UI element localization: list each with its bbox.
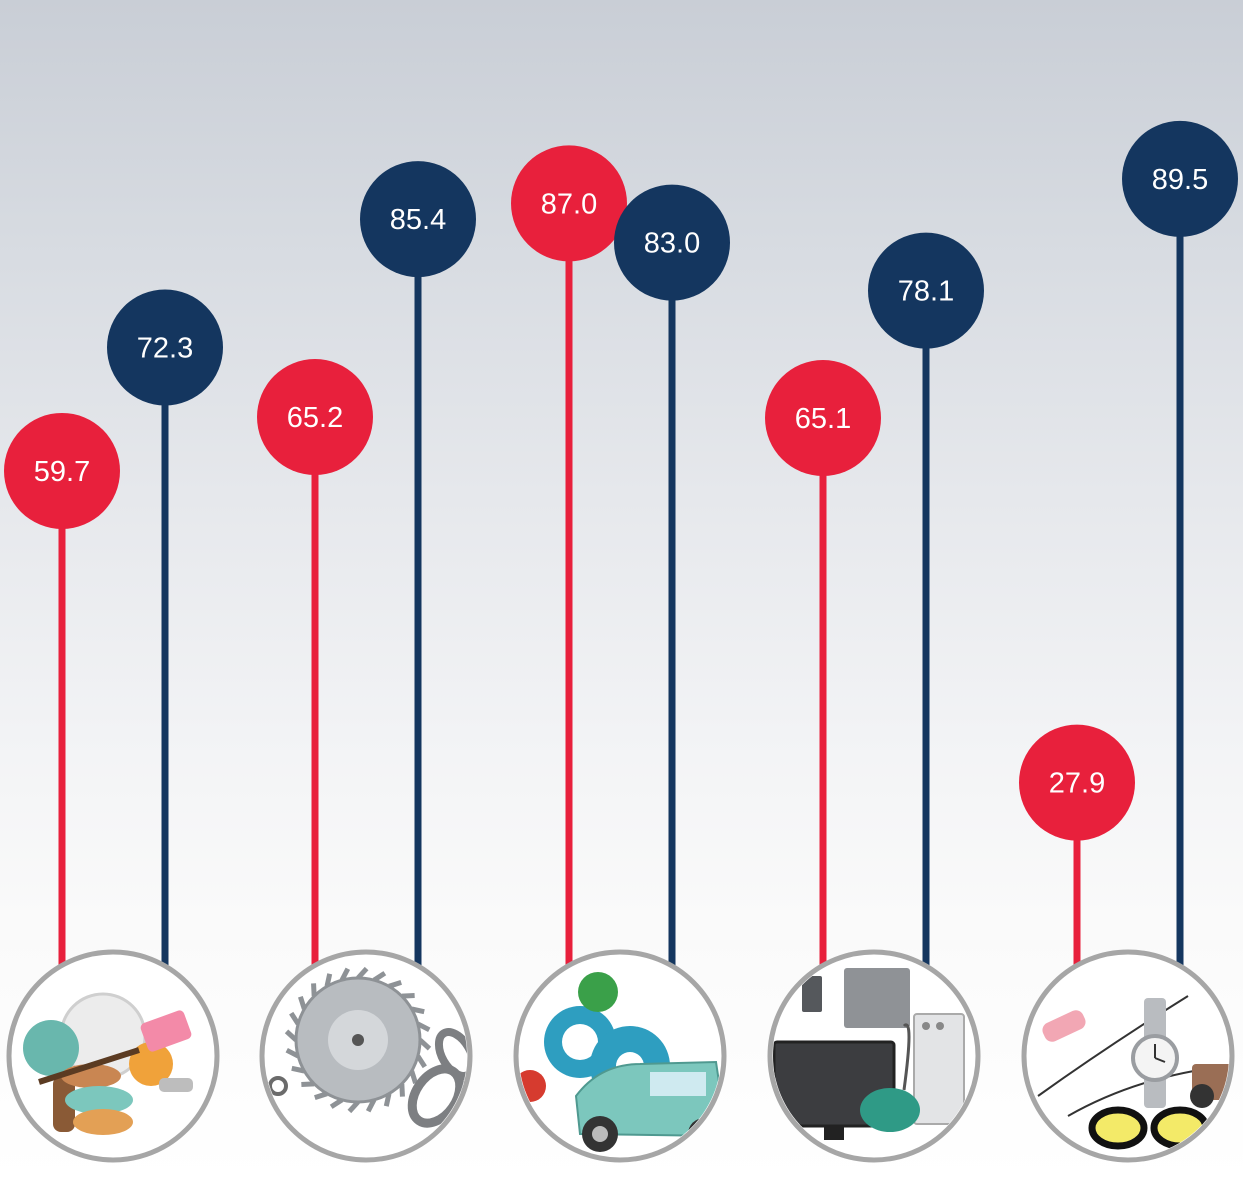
value-bubble-s1-5 [1019,724,1135,841]
accessories-icon [1021,949,1235,1163]
value-bubble-s2-4 [868,232,984,349]
value-label-s1-1: 59.7 [34,456,90,488]
value-bubble-s1-3 [511,145,627,262]
appliances-icon [767,949,981,1163]
value-bubble-s1-2 [257,359,373,476]
gears-car-icon [513,949,727,1163]
value-label-s1-4: 65.1 [795,403,851,435]
value-bubble-s1-4 [765,360,881,477]
value-label-s2-5: 89.5 [1152,164,1208,196]
value-label-s2-4: 78.1 [898,276,954,308]
kitchenware-icon [6,949,220,1163]
value-bubble-s2-1 [107,289,223,406]
saw-blade-icon [259,949,473,1163]
value-label-s1-3: 87.0 [541,188,597,220]
value-label-s2-2: 85.4 [390,204,446,236]
value-label-s2-3: 83.0 [644,228,700,260]
value-bubble-s2-2 [360,161,476,278]
value-bubble-s1-1 [4,412,120,529]
value-label-s1-5: 27.9 [1049,768,1105,800]
value-bubble-s2-5 [1122,120,1238,237]
value-label-s1-2: 65.2 [287,402,343,434]
value-label-s2-1: 72.3 [137,332,193,364]
value-bubble-s2-3 [614,184,730,301]
